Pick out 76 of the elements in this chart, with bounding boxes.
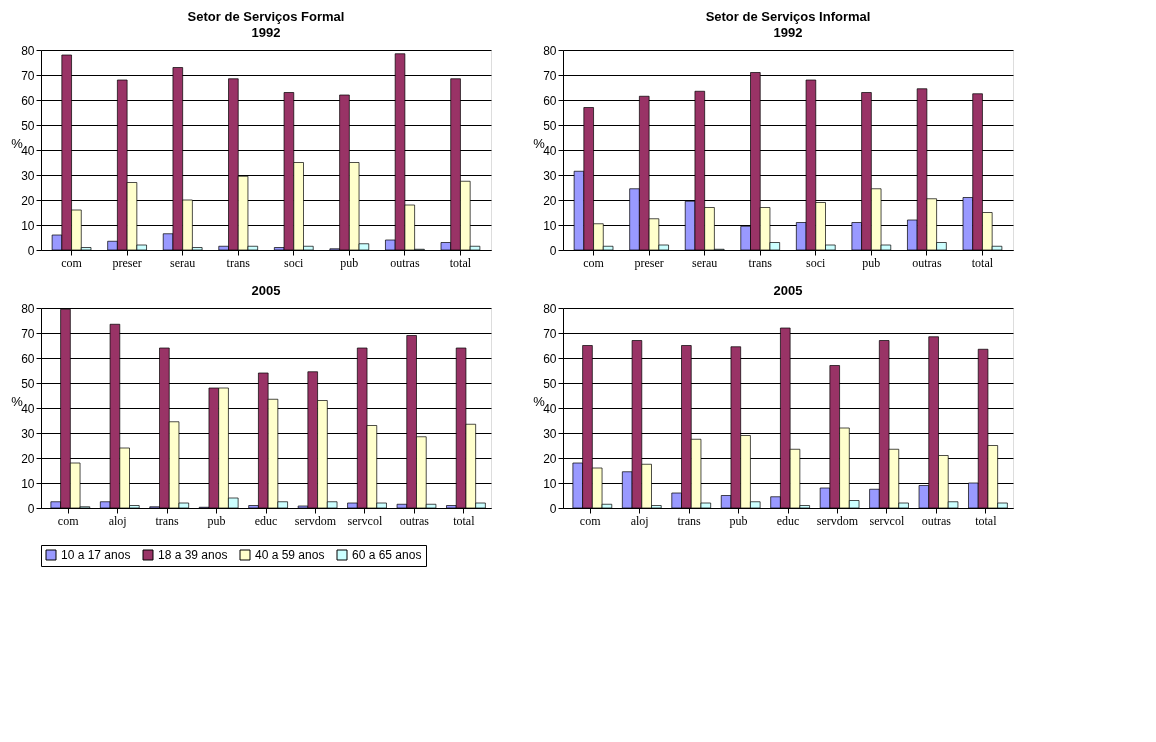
x-tick-label: com <box>579 513 602 528</box>
x-tick-label: total <box>453 513 476 528</box>
y-tick-label: 80 <box>543 43 557 58</box>
x-tick-label: outras <box>390 255 420 270</box>
x-tick-label: servcol <box>869 513 905 528</box>
legend-label: 40 a 59 anos <box>255 548 325 562</box>
x-tick-label: outras <box>912 255 942 270</box>
x-tick-label: total <box>449 255 472 270</box>
x-tick-label: aloj <box>630 513 649 528</box>
y-tick-label: 50 <box>21 376 35 391</box>
x-tick-label: soci <box>284 255 305 270</box>
legend-label: 10 a 17 anos <box>61 548 131 562</box>
y-tick-label: 10 <box>543 218 557 233</box>
x-tick-label: trans <box>677 513 702 528</box>
y-tick-label: 60 <box>543 351 557 366</box>
y-tick-label: 10 <box>21 476 35 491</box>
y-tick-label: 70 <box>21 68 35 83</box>
legend-label: 18 a 39 anos <box>158 548 228 562</box>
y-tick-label: 50 <box>543 376 557 391</box>
chart-subtitle: 1992 <box>251 25 281 40</box>
y-tick-label: 50 <box>21 118 35 133</box>
y-tick-label: 30 <box>21 168 35 183</box>
y-tick-label: 0 <box>549 243 557 258</box>
x-tick-label: aloj <box>108 513 127 528</box>
x-tick-label: educ <box>776 513 800 528</box>
x-tick-label: soci <box>806 255 827 270</box>
y-tick-label: 70 <box>543 68 557 83</box>
x-tick-label: preser <box>634 255 664 270</box>
x-tick-label: trans <box>155 513 180 528</box>
y-tick-label: 0 <box>549 501 557 516</box>
x-tick-label: outras <box>921 513 952 528</box>
y-tick-label: 80 <box>21 301 35 316</box>
x-tick-label: pub <box>207 513 226 528</box>
chart-title: Setor de Serviços Formal <box>187 9 345 24</box>
x-tick-label: com <box>583 255 605 270</box>
y-tick-label: 20 <box>543 451 557 466</box>
y-tick-label: 50 <box>543 118 557 133</box>
chart-title: Setor de Serviços Informal <box>705 9 871 24</box>
x-tick-label: trans <box>748 255 773 270</box>
y-tick-label: 20 <box>21 193 35 208</box>
x-tick-label: total <box>975 513 998 528</box>
x-tick-label: com <box>61 255 83 270</box>
y-tick-label: 80 <box>543 301 557 316</box>
x-tick-label: preser <box>112 255 142 270</box>
x-tick-label: pub <box>862 255 881 270</box>
x-tick-label: serau <box>692 255 718 270</box>
x-tick-label: com <box>57 513 80 528</box>
x-tick-label: pub <box>729 513 748 528</box>
chart-title: 2005 <box>773 283 803 298</box>
y-tick-label: 30 <box>543 168 557 183</box>
y-tick-label: 70 <box>543 326 557 341</box>
y-tick-label: 60 <box>543 93 557 108</box>
y-tick-label: 0 <box>27 501 35 516</box>
y-tick-label: 10 <box>21 218 35 233</box>
x-tick-label: servdom <box>816 513 859 528</box>
x-tick-label: educ <box>254 513 278 528</box>
x-tick-label: total <box>971 255 994 270</box>
y-tick-label: 30 <box>543 426 557 441</box>
y-tick-label: 70 <box>21 326 35 341</box>
y-tick-label: 60 <box>21 351 35 366</box>
legend-label: 60 a 65 anos <box>352 548 422 562</box>
x-tick-label: serau <box>170 255 196 270</box>
x-tick-label: servdom <box>294 513 337 528</box>
chart-title: 2005 <box>251 283 281 298</box>
y-tick-label: 20 <box>21 451 35 466</box>
y-tick-label: 60 <box>21 93 35 108</box>
x-tick-label: outras <box>399 513 430 528</box>
x-tick-label: trans <box>226 255 251 270</box>
x-tick-label: pub <box>340 255 359 270</box>
y-tick-label: 80 <box>21 43 35 58</box>
x-tick-label: servcol <box>347 513 383 528</box>
y-tick-label: 10 <box>543 476 557 491</box>
y-tick-label: 30 <box>21 426 35 441</box>
chart-subtitle: 1992 <box>773 25 803 40</box>
y-tick-label: 20 <box>543 193 557 208</box>
y-tick-label: 0 <box>27 243 35 258</box>
